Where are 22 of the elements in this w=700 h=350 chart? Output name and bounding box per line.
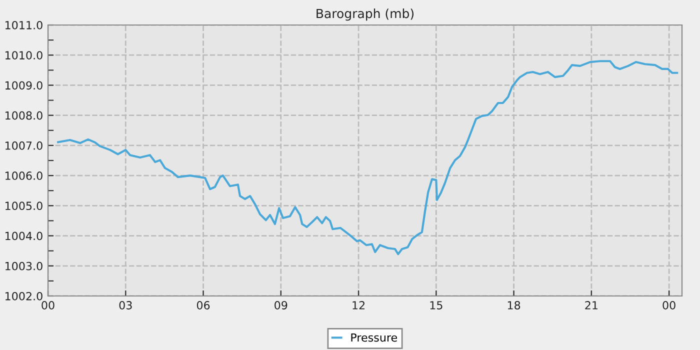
line-series [57, 60, 678, 256]
x-tick-label: 03 [119, 301, 132, 310]
chart-title: Barograph (mb) [316, 8, 414, 21]
x-tick-label: 21 [585, 301, 598, 310]
x-tick-label: 06 [196, 301, 210, 310]
y-tick-label: 1010.0 [5, 51, 42, 60]
x-tick-label: 12 [352, 301, 364, 310]
y-tick-label: 1011.0 [5, 20, 42, 30]
x-tick-label: 18 [508, 301, 520, 310]
legend-label: Pressure [351, 333, 398, 342]
y-tick-label: 1009.0 [5, 81, 42, 90]
x-tick-label: 00 [42, 301, 54, 310]
y-tick-label: 1004.0 [5, 232, 42, 240]
y-tick-label: 1006.0 [5, 172, 42, 180]
x-tick-label: 09 [274, 301, 288, 310]
y-tick-label: 1002.0 [5, 292, 42, 300]
y-tick-label: 1008.0 [5, 111, 42, 120]
y-tick-label: 1007.0 [5, 141, 42, 150]
x-tick-label: 15 [430, 301, 442, 310]
x-tick-label: 00 [662, 301, 676, 310]
y-tick-label: 1003.0 [5, 262, 42, 270]
y-tick-label: 1005.0 [5, 202, 42, 210]
